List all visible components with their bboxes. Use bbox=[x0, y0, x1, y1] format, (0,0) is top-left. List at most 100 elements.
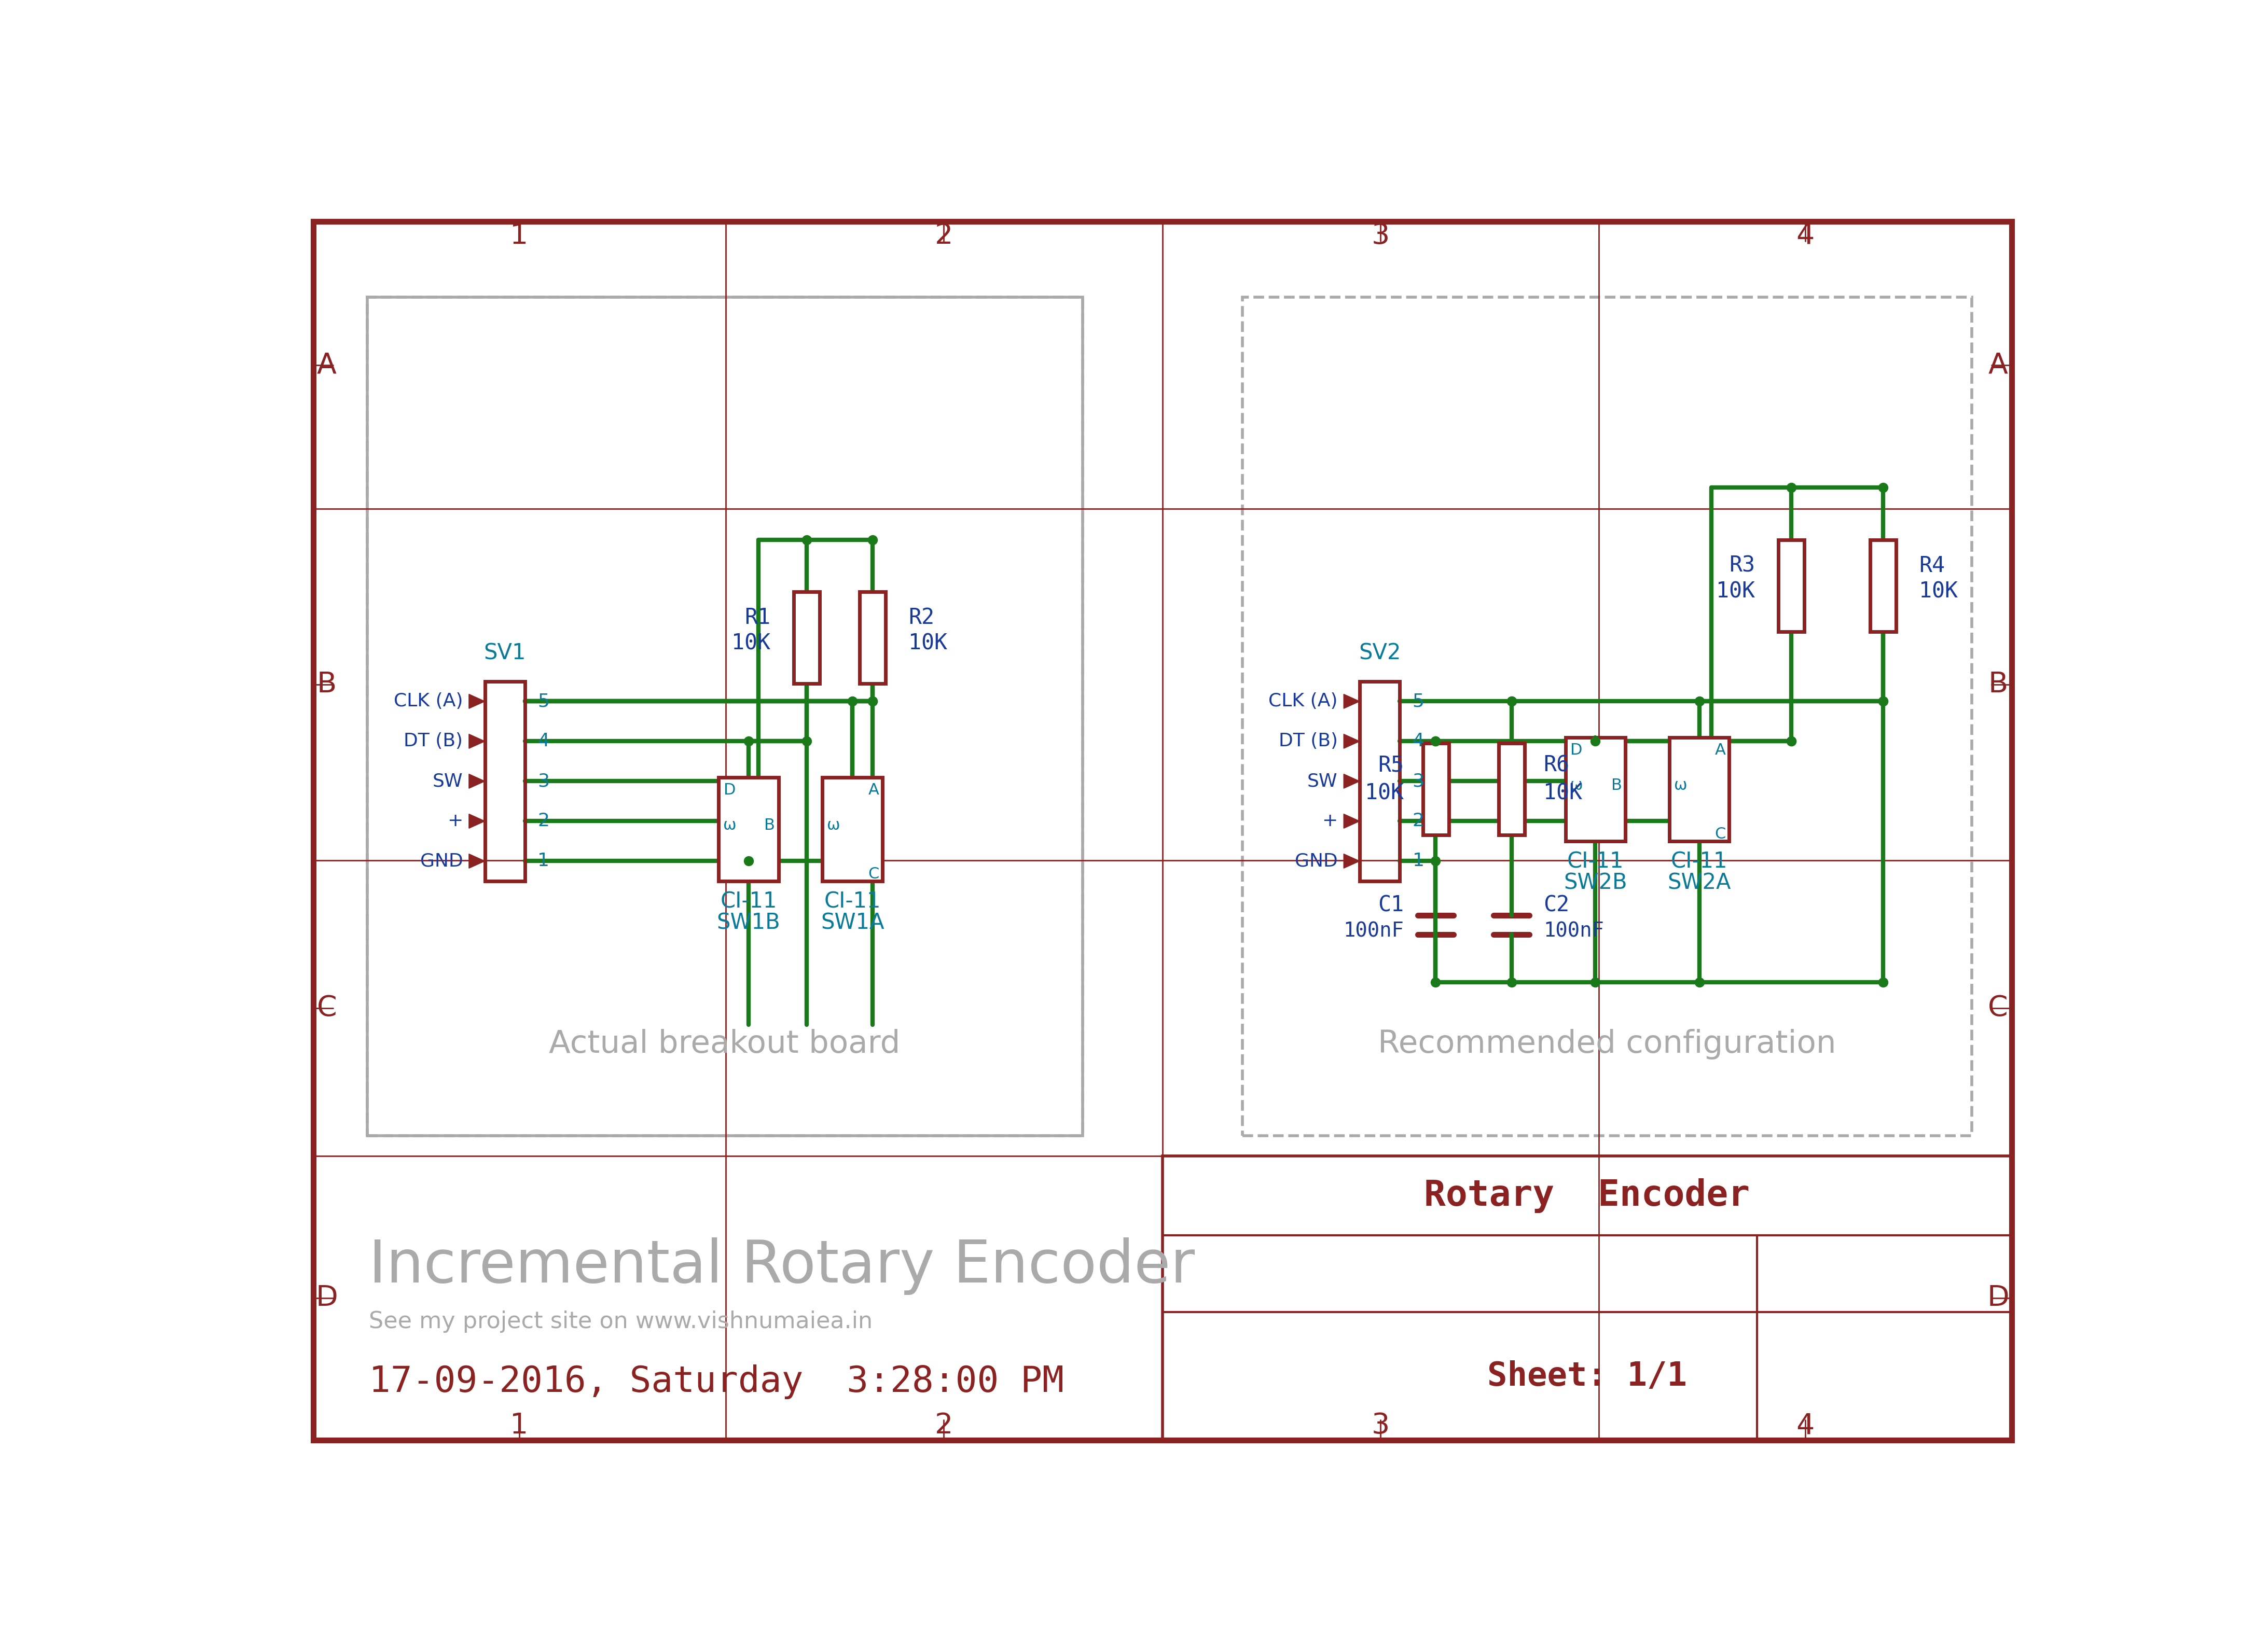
Text: GND: GND bbox=[1295, 852, 1338, 870]
Text: GND: GND bbox=[420, 852, 463, 870]
Bar bbox=[1499, 744, 1524, 836]
Text: B: B bbox=[764, 818, 776, 832]
Text: A: A bbox=[1989, 350, 2007, 378]
Bar bbox=[485, 681, 524, 882]
Text: 10K: 10K bbox=[1365, 783, 1404, 804]
Text: 4: 4 bbox=[1796, 222, 1814, 250]
Text: 100nF: 100nF bbox=[1343, 921, 1404, 941]
Text: C2: C2 bbox=[1545, 895, 1569, 916]
Text: SV2: SV2 bbox=[1359, 643, 1402, 665]
Text: R6: R6 bbox=[1545, 755, 1569, 776]
Text: CLK (A): CLK (A) bbox=[395, 693, 463, 711]
Bar bbox=[1871, 540, 1896, 632]
Text: DT (B): DT (B) bbox=[1279, 732, 1338, 750]
Text: R3: R3 bbox=[1728, 554, 1755, 576]
Text: 10K: 10K bbox=[1545, 783, 1583, 804]
Text: C: C bbox=[1715, 826, 1726, 842]
Polygon shape bbox=[1343, 854, 1361, 869]
Bar bbox=[1565, 737, 1626, 841]
Polygon shape bbox=[469, 734, 485, 748]
Text: B: B bbox=[318, 671, 336, 699]
Polygon shape bbox=[469, 814, 485, 829]
Text: D: D bbox=[1569, 742, 1583, 758]
Text: A: A bbox=[318, 350, 336, 378]
Text: B: B bbox=[1610, 778, 1622, 793]
Text: 1: 1 bbox=[510, 1411, 528, 1439]
Text: D: D bbox=[723, 783, 735, 798]
Text: ω: ω bbox=[1674, 778, 1687, 793]
Polygon shape bbox=[469, 854, 485, 869]
Polygon shape bbox=[469, 694, 485, 709]
Polygon shape bbox=[1343, 734, 1361, 748]
Text: 4: 4 bbox=[1413, 732, 1424, 750]
Text: R5: R5 bbox=[1377, 755, 1404, 776]
Text: A: A bbox=[869, 783, 880, 798]
Bar bbox=[794, 592, 819, 683]
Text: D: D bbox=[315, 1285, 338, 1313]
Text: 1: 1 bbox=[1413, 852, 1424, 870]
Bar bbox=[367, 298, 1082, 1135]
Text: 3: 3 bbox=[538, 773, 549, 790]
Text: D: D bbox=[1987, 1285, 2009, 1313]
Text: +: + bbox=[1322, 813, 1338, 831]
Bar bbox=[823, 776, 882, 882]
Text: CI-11: CI-11 bbox=[1567, 850, 1624, 873]
Text: ω: ω bbox=[1569, 778, 1583, 793]
Text: 100nF: 100nF bbox=[1545, 921, 1603, 941]
Text: C: C bbox=[318, 994, 336, 1022]
Text: 10K: 10K bbox=[733, 633, 771, 655]
Text: 2: 2 bbox=[1413, 813, 1424, 831]
Text: SW2A: SW2A bbox=[1667, 872, 1730, 893]
Polygon shape bbox=[469, 775, 485, 788]
Text: A: A bbox=[1715, 742, 1726, 758]
Bar bbox=[1778, 540, 1805, 632]
Text: CI-11: CI-11 bbox=[1672, 850, 1728, 873]
Text: R1: R1 bbox=[744, 607, 771, 628]
Text: 10K: 10K bbox=[1717, 581, 1755, 602]
Text: SW1A: SW1A bbox=[821, 911, 885, 934]
Text: DT (B): DT (B) bbox=[404, 732, 463, 750]
Text: ω: ω bbox=[723, 818, 737, 832]
Text: Rotary  Encoder: Rotary Encoder bbox=[1424, 1178, 1751, 1212]
Bar bbox=[1669, 737, 1728, 841]
Text: 3: 3 bbox=[1372, 1411, 1390, 1439]
Text: R2: R2 bbox=[907, 607, 934, 628]
Text: C1: C1 bbox=[1377, 895, 1404, 916]
Text: SW: SW bbox=[1306, 773, 1338, 790]
Text: 3: 3 bbox=[1413, 773, 1424, 790]
Text: Recommended configuration: Recommended configuration bbox=[1377, 1028, 1837, 1059]
Text: ω: ω bbox=[828, 818, 839, 832]
Text: 2: 2 bbox=[538, 813, 549, 831]
Text: Sheet: 1/1: Sheet: 1/1 bbox=[1488, 1360, 1687, 1392]
Text: R4: R4 bbox=[1919, 554, 1946, 576]
Text: 5: 5 bbox=[538, 693, 549, 711]
Text: 17-09-2016, Saturday  3:28:00 PM: 17-09-2016, Saturday 3:28:00 PM bbox=[370, 1364, 1064, 1400]
Bar bbox=[1422, 744, 1449, 836]
Text: CI-11: CI-11 bbox=[721, 892, 778, 913]
Text: 1: 1 bbox=[538, 852, 549, 870]
Text: 2: 2 bbox=[934, 1411, 953, 1439]
Text: 5: 5 bbox=[1413, 693, 1424, 711]
Text: C: C bbox=[1989, 994, 2007, 1022]
Text: 1: 1 bbox=[510, 222, 528, 250]
Text: SV1: SV1 bbox=[483, 643, 526, 665]
Polygon shape bbox=[1343, 775, 1361, 788]
Text: Actual breakout board: Actual breakout board bbox=[549, 1028, 900, 1059]
Text: SW: SW bbox=[433, 773, 463, 790]
Bar bbox=[1361, 681, 1399, 882]
Bar bbox=[1163, 1156, 2012, 1439]
Polygon shape bbox=[1343, 814, 1361, 829]
Text: CI-11: CI-11 bbox=[823, 892, 880, 913]
Bar bbox=[719, 776, 778, 882]
Text: SW1B: SW1B bbox=[717, 911, 780, 934]
Text: See my project site on www.vishnumaiea.in: See my project site on www.vishnumaiea.i… bbox=[370, 1311, 873, 1332]
Text: 2: 2 bbox=[934, 222, 953, 250]
Text: C: C bbox=[869, 867, 880, 882]
Text: SW2B: SW2B bbox=[1563, 872, 1626, 893]
Text: 10K: 10K bbox=[907, 633, 948, 655]
Bar bbox=[1243, 298, 1971, 1135]
Text: Incremental Rotary Encoder: Incremental Rotary Encoder bbox=[370, 1237, 1195, 1295]
Text: +: + bbox=[447, 813, 463, 831]
Text: B: B bbox=[1989, 671, 2007, 699]
Text: 4: 4 bbox=[1796, 1411, 1814, 1439]
